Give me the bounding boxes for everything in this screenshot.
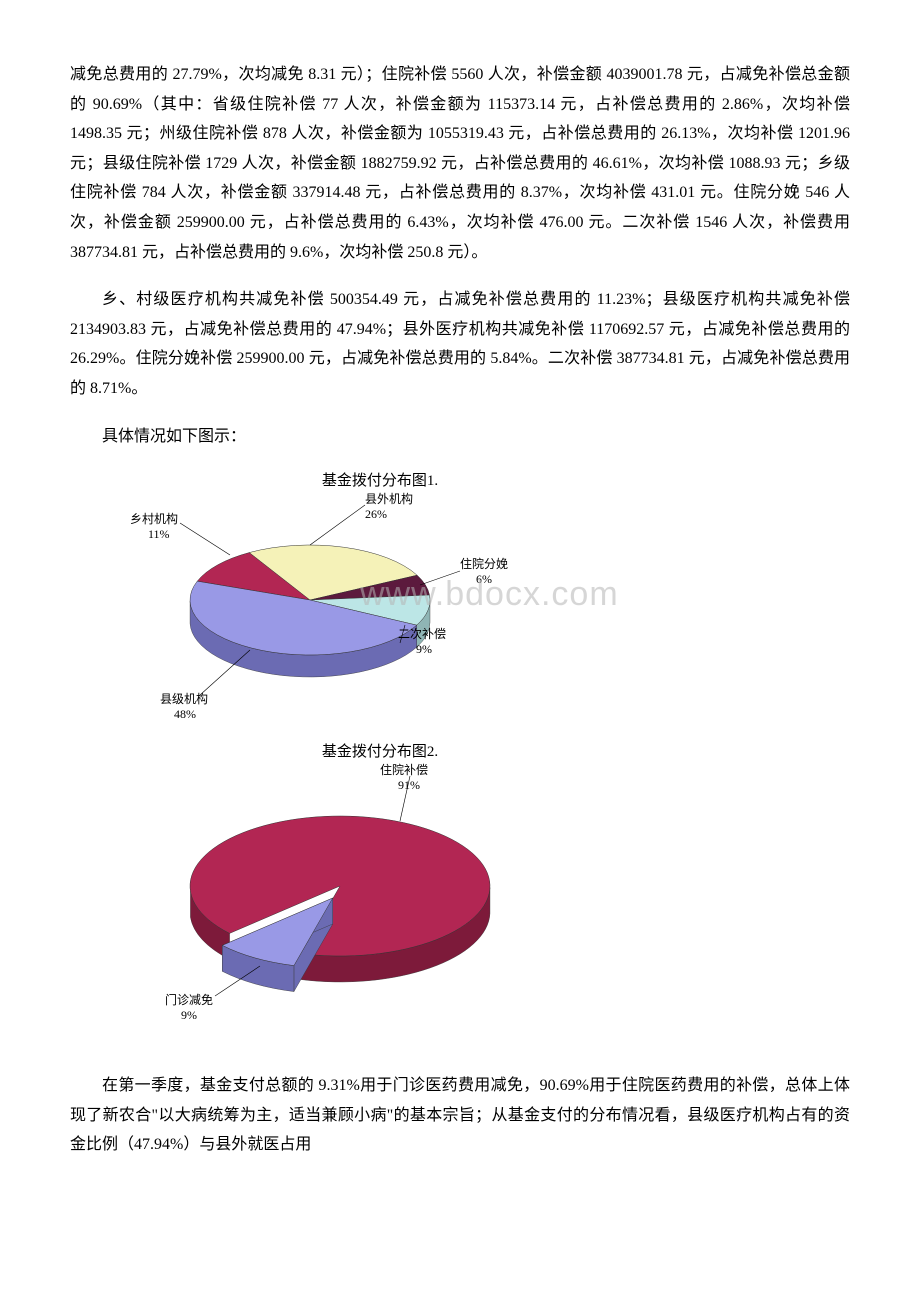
chart1-label-delivery: 住院分娩 6% [460,555,508,587]
chart1-label-secondary: 二次补偿 9% [398,625,446,657]
chart2-label-hospitalization: 住院补偿 91% [380,761,428,793]
paragraph-1: 减免总费用的 27.79%，次均减免 8.31 元）；住院补偿 5560 人次，… [70,60,850,267]
chart1-label-county-level: 县级机构 48% [160,690,208,722]
chart-1-container: 基金拨付分布图1. www.bdocx.com 县外机构 26% 乡村机构 11… [140,469,620,725]
chart2-label-outpatient: 门诊减免 9% [165,991,213,1023]
chart1-label-village: 乡村机构 11% [130,510,178,542]
paragraph-3: 具体情况如下图示： [70,422,850,452]
paragraph-2: 乡、村级医疗机构共减免补偿 500354.49 元，占减免补偿总费用的 11.2… [70,285,850,403]
chart-2-container: 基金拨付分布图2. 住院补偿 91% 门诊减免 9% [140,740,620,1026]
chart-2-title: 基金拨付分布图2. [140,740,620,761]
chart-2: 住院补偿 91% 门诊减免 9% [140,766,620,1026]
chart-1-title: 基金拨付分布图1. [140,469,620,490]
chart1-label-outside-county: 县外机构 26% [365,490,413,522]
chart-1: www.bdocx.com 县外机构 26% 乡村机构 11% 住院分娩 6% … [140,495,620,725]
paragraph-4: 在第一季度，基金支付总额的 9.31%用于门诊医药费用减免，90.69%用于住院… [70,1071,850,1160]
